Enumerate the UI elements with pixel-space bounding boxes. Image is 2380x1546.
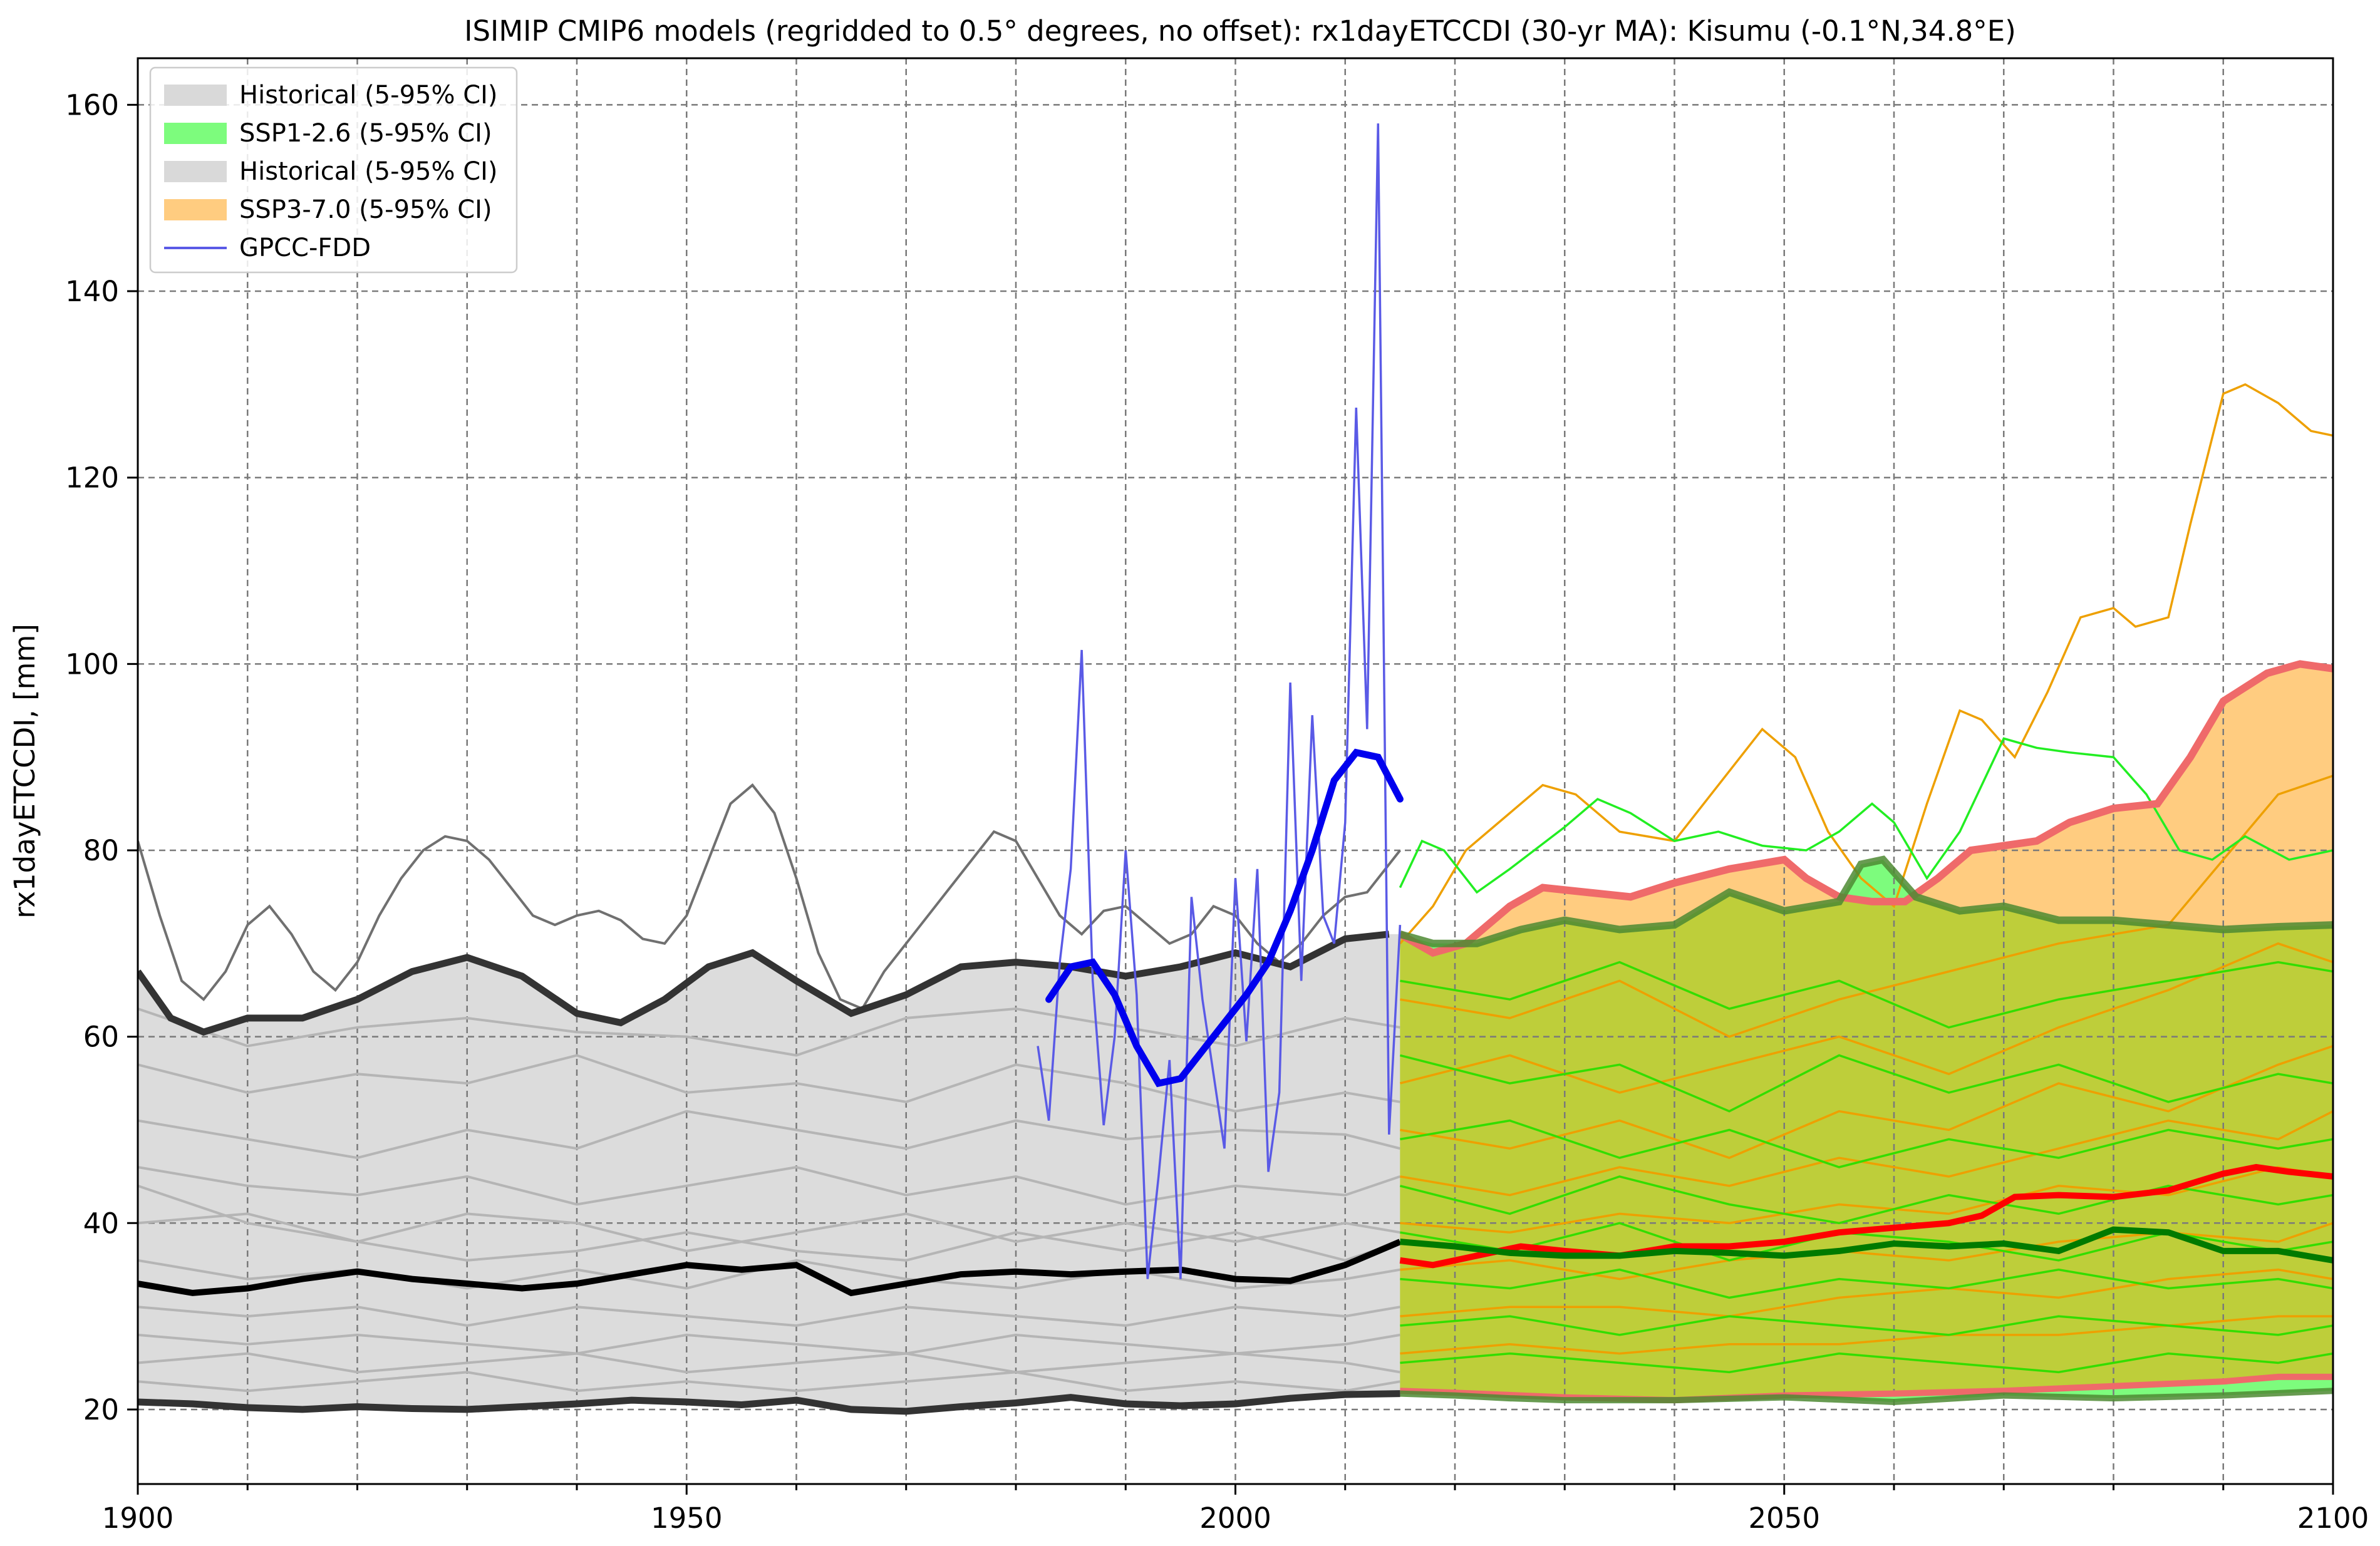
ssp370-member-line <box>1400 1222 2333 1281</box>
ssp126-lower-bound <box>1400 1388 2333 1406</box>
ssp126-member-line <box>1400 961 2333 1029</box>
historical-upper-bound <box>138 930 1390 1036</box>
historical-member-line <box>138 1054 1400 1113</box>
legend-swatch <box>164 123 227 144</box>
legend-swatch <box>164 199 227 220</box>
ssp126-member-line <box>1400 1119 2333 1168</box>
legend-box <box>149 66 518 274</box>
legend-label: SSP3-7.0 (5-95% CI) <box>239 195 492 224</box>
ssp126-member-line <box>1399 1175 2333 1225</box>
historical-median-line <box>138 1239 1402 1297</box>
ssp126-member-line <box>1400 1352 2333 1374</box>
historical-max-member-line <box>138 783 1401 1011</box>
ssp126-member-line <box>1400 1268 2333 1299</box>
historical-member-line <box>138 1007 1400 1057</box>
historical-member-line <box>138 1110 1400 1160</box>
ssp126-member-line <box>1399 1054 2333 1113</box>
ssp126-member-line <box>1400 1222 2333 1262</box>
x-tick-label: 2000 <box>1199 1502 1271 1535</box>
x-tick-label: 1950 <box>651 1502 723 1535</box>
ssp370-member-line <box>1400 1110 2333 1197</box>
ssp370-upper-bound <box>1398 660 2333 957</box>
ssp126-median-line <box>1399 1226 2333 1264</box>
x-tick-label: 1900 <box>102 1502 174 1535</box>
chart-title: ISIMIP CMIP6 models (regridded to 0.5° d… <box>464 14 2016 48</box>
ssp370-member-line <box>1400 1268 2333 1317</box>
y-tick-label: 100 <box>65 647 119 681</box>
ssp126-member-line <box>1400 1315 2333 1336</box>
x-tick-label: 2100 <box>2297 1502 2369 1535</box>
gpcc-fdd-line <box>1037 123 1402 1279</box>
legend-label: SSP1-2.6 (5-95% CI) <box>239 119 492 148</box>
y-tick-label: 160 <box>65 88 119 121</box>
legend-swatch <box>164 161 227 182</box>
legend-label: Historical (5-95% CI) <box>239 81 498 110</box>
y-tick-label: 60 <box>83 1021 119 1054</box>
ssp370-member-line <box>1400 1315 2333 1355</box>
plot-area <box>138 58 2333 1484</box>
x-tick-label: 2050 <box>1748 1502 1820 1535</box>
y-tick-label: 120 <box>65 461 119 495</box>
ssp126-upper-bound <box>1399 855 2333 947</box>
historical-member-line <box>138 1352 1400 1374</box>
y-tick-label: 40 <box>83 1207 119 1240</box>
ssp126-max-member-line <box>1399 737 2333 894</box>
legend-label: GPCC-FDD <box>239 234 371 262</box>
historical-lower-bound <box>138 1390 1400 1415</box>
historical-member-line <box>138 1306 1400 1327</box>
legend-swatch <box>164 85 227 106</box>
historical-member-line <box>138 1371 1400 1393</box>
y-tick-label: 80 <box>83 834 119 867</box>
ssp370-member-line <box>1400 775 2333 1038</box>
gpcc-smoothed-line <box>1045 748 1404 1088</box>
y-tick-label: 20 <box>83 1393 119 1426</box>
historical-member-line <box>138 1212 1401 1262</box>
historical-member-line <box>138 1165 1401 1206</box>
legend-label: Historical (5-95% CI) <box>239 157 498 186</box>
ssp370-median-line <box>1399 1163 2333 1269</box>
y-tick-label: 140 <box>65 275 119 308</box>
ssp370-max-member-line <box>1399 383 2333 944</box>
legend: Historical (5-95% CI) SSP1-2.6 (5-95% CI)… <box>149 66 518 274</box>
y-axis-label: rx1dayETCCDI, [mm] <box>8 624 41 919</box>
